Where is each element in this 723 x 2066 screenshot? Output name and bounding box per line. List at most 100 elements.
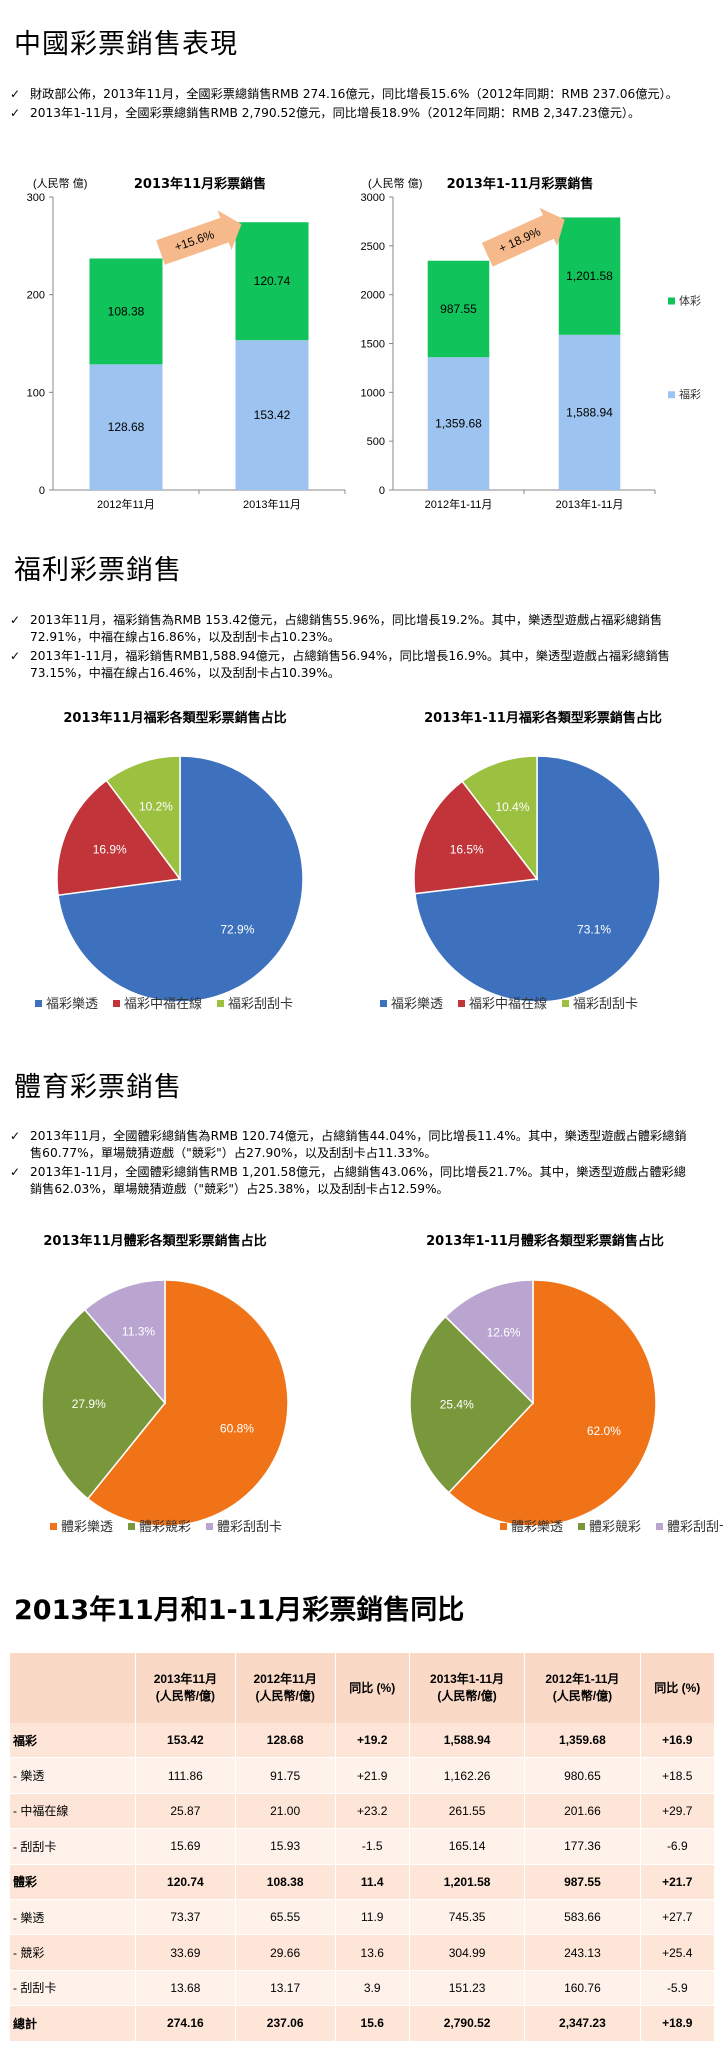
- bar-segment: [235, 222, 309, 341]
- growth-arrow: +15.6%: [156, 210, 242, 265]
- table-row: 總計 274.16 237.06 15.6 2,790.52 2,347.23 +18.9: [10, 2005, 716, 2042]
- table-cell: +21.7: [640, 1864, 716, 1900]
- bar-segment: [558, 334, 621, 490]
- bullet-item: ✓ 2013年1-11月，全國體彩總銷售RMB 1,201.58億元，占總銷售43…: [8, 1164, 698, 1198]
- chart-title: 2013年11月福彩各類型彩票銷售占比: [63, 710, 286, 726]
- table-header-cell: 2013年1-11月 (人民幣/億): [409, 1653, 526, 1723]
- table-row: 體彩 120.74 108.38 11.4 1,201.58 987.55 +21.7: [10, 1864, 716, 1900]
- legend-label: 體彩樂透: [511, 1519, 563, 1535]
- y-tick-label: 2000: [361, 290, 385, 302]
- table-cell: 243.13: [524, 1934, 641, 1971]
- pie-slice: [461, 755, 538, 882]
- legend-swatch: [35, 1000, 42, 1007]
- table-cell: 3.9: [335, 1970, 410, 2007]
- table-cell: 1,588.94: [409, 1723, 526, 1759]
- check-icon: ✓: [10, 1129, 21, 1143]
- table-header-cell: 同比 (%): [640, 1653, 716, 1723]
- legend-label: 福彩中福在線: [469, 996, 547, 1012]
- bullet-item: ✓ 2013年1-11月，福彩銷售RMB1,588.94億元，占總銷售56.94%…: [8, 648, 698, 682]
- bar-chart-nov: 2013年11月彩票銷售 (人民幣 億) 0 100 200 300 128.68 108.3…: [27, 176, 346, 511]
- bar-segment: [427, 357, 490, 490]
- bar-value-label: 1,588.94: [566, 405, 613, 419]
- pie-slice-label: 16.5%: [450, 842, 484, 856]
- legend-swatch: [113, 1000, 120, 1007]
- table-cell: +27.7: [640, 1899, 716, 1936]
- x-tick-label: 2013年1-11月: [556, 497, 624, 511]
- bar-value-label: 128.68: [108, 420, 145, 434]
- table-cell: +21.9: [335, 1757, 410, 1794]
- bar-segment: [89, 364, 163, 490]
- table-cell: +19.2: [335, 1723, 410, 1759]
- table-cell: 1,201.58: [409, 1864, 526, 1900]
- bar-value-label: 1,201.58: [566, 269, 613, 283]
- y-tick-label: 300: [27, 192, 45, 204]
- bullet-text: 2013年1-11月，福彩銷售RMB1,588.94億元，占總銷售56.94%，…: [30, 649, 670, 680]
- pie-chart-sports-nov: 2013年11月體彩各類型彩票銷售占比 60.8% 27.9% 11.3% 體彩樂透 體彩…: [41, 1233, 289, 1535]
- overview-title: 中國彩票銷售表現: [14, 29, 238, 60]
- legend-swatch: [668, 297, 675, 305]
- table-cell: +23.2: [335, 1793, 410, 1830]
- y-tick-label: 2500: [361, 241, 385, 253]
- pie-slice: [409, 1315, 535, 1494]
- bar-segment: [558, 217, 621, 335]
- check-icon: ✓: [10, 87, 21, 101]
- bar-segment: [427, 260, 490, 358]
- table-cell: 304.99: [409, 1934, 526, 1971]
- check-icon: ✓: [10, 649, 21, 663]
- pie-slice-label: 73.1%: [577, 923, 611, 937]
- legend-swatch: [668, 391, 675, 399]
- welfare-bullets: ✓ 2013年11月，福彩銷售為RMB 153.42億元，占總銷售55.96%，同…: [8, 612, 698, 684]
- table-cell: 177.36: [524, 1828, 641, 1865]
- legend-label: 福彩: [679, 387, 701, 401]
- x-tick-label: 2013年11月: [243, 497, 301, 511]
- table-cell: 91.75: [235, 1757, 336, 1794]
- table-cell: - 刮刮卡: [10, 1970, 136, 2007]
- legend-label: 福彩樂透: [46, 996, 98, 1012]
- table-cell: +16.9: [640, 1723, 716, 1759]
- table-row: - 樂透 111.86 91.75 +21.9 1,162.26 980.65 +18.5: [10, 1757, 716, 1794]
- y-tick-label: 1500: [361, 339, 385, 351]
- table-cell: - 樂透: [10, 1757, 136, 1794]
- table-cell: -1.5: [335, 1828, 410, 1865]
- table-row: - 競彩 33.69 29.66 13.6 304.99 243.13 +25.4: [10, 1934, 716, 1971]
- table-cell: - 刮刮卡: [10, 1828, 136, 1865]
- y-tick-label: 1000: [361, 387, 385, 399]
- table-header-cell: [10, 1653, 136, 1723]
- arrow-shape: [481, 207, 565, 267]
- legend-label: 福彩刮刮卡: [573, 997, 638, 1012]
- table-cell: 體彩: [10, 1864, 136, 1900]
- pie-slice-label: 12.6%: [487, 1326, 521, 1340]
- y-axis-label: (人民幣 億): [33, 177, 87, 190]
- y-tick-label: 0: [39, 485, 45, 497]
- legend-label: 福彩樂透: [391, 996, 443, 1012]
- table-cell: 1,359.68: [524, 1723, 641, 1759]
- arrow-shape: [156, 210, 242, 265]
- legend-label: 體彩競彩: [139, 1520, 191, 1535]
- legend-swatch: [656, 1523, 663, 1530]
- table-cell: 15.69: [135, 1828, 236, 1865]
- comparison-table: 2013年11月 (人民幣/億) 2012年11月 (人民幣/億) 同比 (%) 20…: [10, 1653, 716, 2042]
- y-tick-label: 500: [367, 436, 385, 448]
- bullet-item: ✓ 財政部公佈，2013年11月，全國彩票總銷售RMB 274.16億元，同比增長…: [8, 86, 698, 103]
- table-cell: 2,790.52: [409, 2005, 526, 2042]
- legend-label: 體彩刮刮卡: [217, 1520, 282, 1535]
- legend-swatch: [206, 1523, 213, 1530]
- pie-slice-label: 62.0%: [587, 1424, 621, 1438]
- y-tick-label: 0: [379, 485, 385, 497]
- legend-swatch: [217, 1000, 224, 1007]
- pie-chart-sports-ytd: 2013年1-11月體彩各類型彩票銷售占比 62.0% 25.4% 12.6% 體彩樂透…: [409, 1233, 723, 1535]
- sports-bullets: ✓ 2013年11月，全國體彩總銷售為RMB 120.74億元，占總銷售44.04…: [8, 1128, 698, 1200]
- legend-label: 福彩中福在線: [124, 996, 202, 1012]
- legend-swatch: [380, 1000, 387, 1007]
- bar-value-label: 987.55: [440, 302, 477, 316]
- pie-slice-label: 72.9%: [220, 922, 254, 936]
- table-cell: 65.55: [235, 1899, 336, 1936]
- chart-title: 2013年1-11月福彩各類型彩票銷售占比: [424, 710, 662, 726]
- bullet-text: 2013年11月，全國體彩總銷售為RMB 120.74億元，占總銷售44.04%…: [30, 1129, 687, 1160]
- y-tick-label: 3000: [361, 192, 385, 204]
- table-header-cell: 同比 (%): [335, 1653, 410, 1723]
- bar-segment: [89, 258, 163, 365]
- check-icon: ✓: [10, 613, 21, 627]
- legend-swatch: [578, 1523, 585, 1530]
- y-tick-label: 200: [27, 290, 45, 302]
